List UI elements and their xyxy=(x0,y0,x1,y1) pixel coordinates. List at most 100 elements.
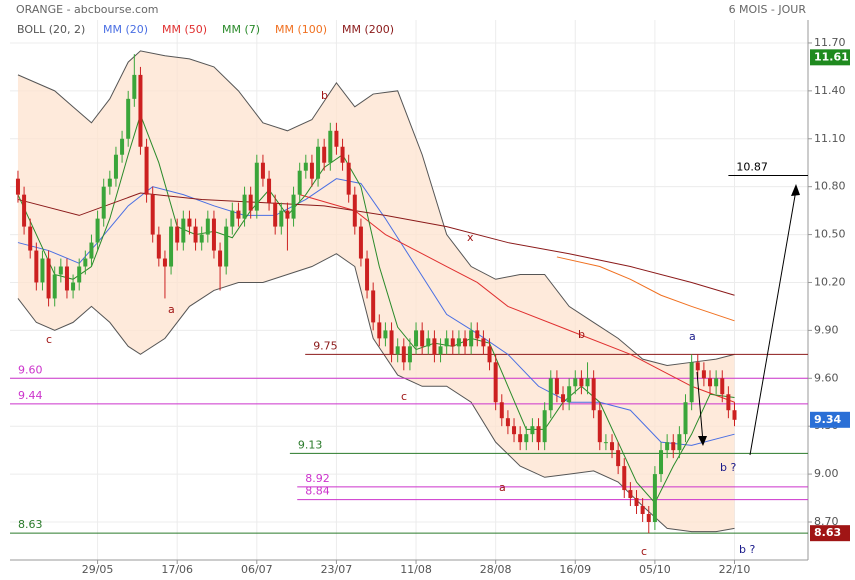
moving-average xyxy=(17,192,735,296)
chart-subtitle: 6 MOIS - JOUR xyxy=(729,3,807,16)
candle-body xyxy=(548,378,553,411)
annotation: c xyxy=(641,545,647,558)
projection-arrow xyxy=(749,189,797,456)
candle-body xyxy=(89,242,94,259)
candle-body xyxy=(291,194,296,219)
x-tick-label: 29/05 xyxy=(82,563,114,576)
candle-body xyxy=(573,378,578,387)
candle-body xyxy=(34,250,39,283)
bollinger-lower xyxy=(17,253,735,533)
candle-body xyxy=(83,258,88,267)
candle-body xyxy=(279,210,284,227)
candle-body xyxy=(126,98,131,139)
chart-title: ORANGE - abcbourse.com xyxy=(16,3,159,16)
y-tick-label: 9.00 xyxy=(814,467,839,480)
candle-body xyxy=(597,410,602,443)
candle-body xyxy=(205,218,210,235)
candle-body xyxy=(487,346,492,363)
price-badge-label: 11.61 xyxy=(814,50,849,63)
candle-body xyxy=(407,346,412,363)
annotation: b ? xyxy=(739,543,755,556)
candle-body xyxy=(505,418,510,427)
candle-body xyxy=(456,338,461,347)
candle-body xyxy=(138,74,143,147)
candle-body xyxy=(383,330,388,339)
candle-body xyxy=(377,322,382,339)
candle-body xyxy=(720,378,725,395)
candle-body xyxy=(169,226,174,267)
candle-body xyxy=(224,226,229,267)
candle-body xyxy=(450,338,455,347)
candle-body xyxy=(683,402,688,435)
candle-body xyxy=(579,378,584,387)
annotation: b xyxy=(321,89,328,102)
level-label: 8.92 xyxy=(305,472,330,485)
annotation: c xyxy=(401,390,407,403)
candle-body xyxy=(52,274,57,299)
price-badge xyxy=(810,411,850,428)
y-tick-label: 11.10 xyxy=(814,132,846,145)
candle-body xyxy=(493,362,498,403)
arrow-head xyxy=(698,436,707,446)
candle-body xyxy=(254,162,259,211)
candle-body xyxy=(401,346,406,363)
candle-body xyxy=(542,410,547,443)
candle-body xyxy=(536,426,541,443)
annotation: x xyxy=(467,231,474,244)
level-label: 10.87 xyxy=(736,160,768,173)
moving-average xyxy=(299,194,735,403)
level-label: 9.60 xyxy=(18,363,43,376)
candle-body xyxy=(15,178,20,195)
candle-body xyxy=(659,450,664,475)
candle-body xyxy=(303,162,308,171)
candle-body xyxy=(603,442,608,444)
candle-body xyxy=(689,362,694,403)
candle-body xyxy=(371,290,376,323)
candle-body xyxy=(267,178,272,203)
x-tick-label: 05/10 xyxy=(639,563,671,576)
candle-body xyxy=(285,210,290,219)
projection-arrow xyxy=(696,371,704,443)
candle-body xyxy=(616,450,621,467)
candle-body xyxy=(322,146,327,163)
candle-body xyxy=(316,146,321,179)
candle-body xyxy=(95,218,100,243)
annotation: a xyxy=(499,481,506,494)
candle-body xyxy=(426,338,431,347)
y-tick-label: 8.70 xyxy=(814,515,839,528)
candle-body xyxy=(156,234,161,259)
candle-body xyxy=(530,426,535,435)
price-badge xyxy=(810,49,850,66)
level-label: 9.75 xyxy=(313,339,338,352)
candle-body xyxy=(438,346,443,355)
candle-body xyxy=(175,226,180,243)
candle-body xyxy=(463,338,468,347)
candle-body xyxy=(71,282,76,291)
moving-average xyxy=(17,113,735,504)
candle-body xyxy=(64,266,69,291)
candle-body xyxy=(365,258,370,291)
y-tick-label: 9.60 xyxy=(814,371,839,384)
level-label: 9.13 xyxy=(298,438,323,451)
candle-body xyxy=(242,194,247,219)
y-tick-label: 11.40 xyxy=(814,84,846,97)
candle-body xyxy=(309,162,314,179)
legend-entry: MM (20) xyxy=(103,23,148,36)
candle-body xyxy=(622,466,627,491)
candle-body xyxy=(77,266,82,283)
annotations: c a b x c b a a c b ? b ? xyxy=(46,89,800,558)
candle-body xyxy=(585,378,590,387)
candle-body xyxy=(58,266,63,275)
candle-body xyxy=(101,186,106,219)
legend-entry: MM (100) xyxy=(275,23,327,36)
candle-body xyxy=(512,426,517,435)
candle-body xyxy=(218,250,223,267)
candle-body xyxy=(193,226,198,243)
candle-body xyxy=(334,130,339,147)
candle-body xyxy=(273,202,278,227)
candle-body xyxy=(150,194,155,235)
candle-body xyxy=(248,194,253,211)
plot: 11.70 11.40 11.10 10.80 10.50 10.20 9.90 9.60 9.… xyxy=(10,20,850,576)
x-tick-label: 28/08 xyxy=(480,563,512,576)
